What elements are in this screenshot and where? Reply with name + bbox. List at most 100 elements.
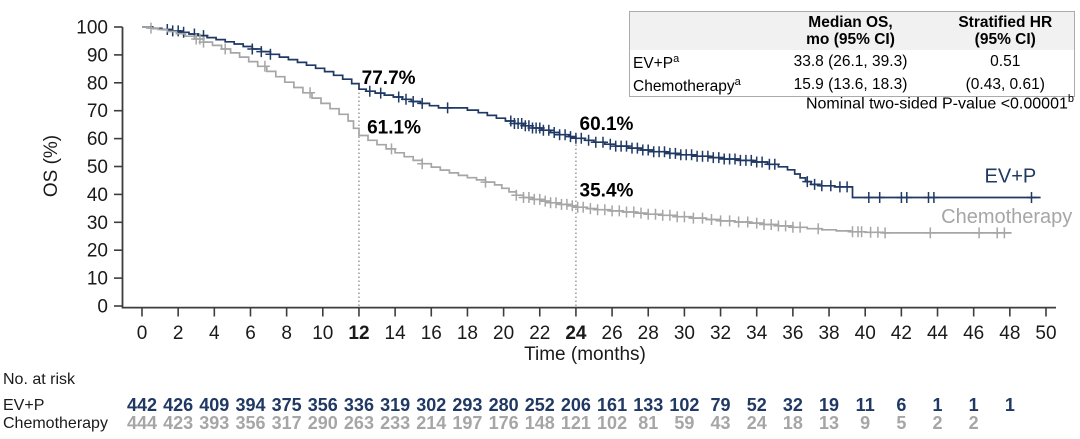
risk-value: 43 — [710, 413, 731, 433]
risk-value: 121 — [560, 413, 591, 433]
median-os-evp: 33.8 (26.1, 39.3) — [793, 52, 908, 70]
stats-row-label-chemotherapy: Chemotherapya — [633, 76, 741, 96]
risk-value: 375 — [271, 395, 302, 415]
risk-value: 1 — [968, 395, 979, 415]
risk-value: 2 — [932, 413, 943, 433]
x-tick-label: 6 — [245, 323, 256, 344]
x-tick-label: 32 — [710, 323, 731, 344]
risk-value: 393 — [199, 413, 230, 433]
risk-value: 2 — [968, 413, 979, 433]
stats-header-empty — [629, 11, 765, 50]
annotations: 77.7% 61.1% 60.1% 35.4% — [362, 68, 634, 201]
risk-value: 52 — [746, 395, 767, 415]
risk-value: 394 — [235, 395, 266, 415]
footnote-b-marker: b — [1067, 93, 1074, 105]
axis-spines — [121, 27, 1056, 309]
annotation-35.4: 35.4% — [580, 180, 634, 201]
risk-value: 233 — [380, 413, 411, 433]
x-tick-label: 20 — [493, 323, 514, 344]
risk-value: 356 — [307, 395, 338, 415]
footnote-a-marker: a — [673, 53, 680, 65]
risk-value: 444 — [126, 413, 158, 433]
risk-value: 79 — [710, 395, 731, 415]
risk-value: 161 — [597, 395, 628, 415]
risk-row-label-evp: EV+P — [3, 397, 45, 414]
risk-value: 9 — [860, 413, 871, 433]
risk-value: 102 — [597, 413, 628, 433]
annotation-61.1: 61.1% — [367, 118, 421, 139]
x-tick-label: 16 — [421, 323, 442, 344]
risk-value: 280 — [488, 395, 519, 415]
stats-header-row: Median OS, mo (95% CI) Stratified HR (95% … — [629, 11, 1075, 50]
x-axis-title: Time (months) — [524, 344, 646, 365]
footnote-a-marker: a — [734, 76, 741, 89]
stats-header-hr: Stratified HR (95% CI) — [936, 11, 1075, 50]
risk-value: 5 — [896, 413, 907, 433]
x-tick-label: 8 — [281, 323, 292, 344]
no-at-risk-title: No. at risk — [3, 371, 76, 388]
series-label-evp: EV+P — [985, 165, 1037, 187]
x-tick-label: 36 — [782, 323, 803, 344]
risk-value: 133 — [633, 395, 664, 415]
x-tick-label: 44 — [927, 323, 949, 344]
risk-value: 290 — [307, 413, 338, 433]
axes: 0 2 4 6 8 10 12 14 16 18 20 22 24 26 28 30 32 34 36 38 40 42 4… — [76, 18, 1056, 345]
x-tick-label: 0 — [137, 323, 148, 344]
x-tick-label: 30 — [674, 323, 695, 344]
risk-value: 206 — [560, 395, 591, 415]
risk-value: 302 — [416, 395, 447, 415]
risk-value: 11 — [855, 395, 875, 415]
km-curve-chemotherapy — [142, 26, 1012, 234]
risk-value: 81 — [638, 413, 659, 433]
y-tick-label: 0 — [97, 297, 108, 318]
x-tick-label: 48 — [999, 323, 1020, 344]
y-tick-label: 60 — [87, 129, 108, 150]
risk-value: 293 — [452, 395, 483, 415]
risk-value: 59 — [674, 413, 695, 433]
x-tick-label: 24 — [565, 323, 587, 344]
reference-lines — [358, 89, 577, 306]
risk-value: 1 — [932, 395, 943, 415]
x-tick-label: 42 — [891, 323, 912, 344]
hr-value: 0.51 — [990, 52, 1021, 70]
risk-value: 426 — [163, 395, 194, 415]
risk-value: 19 — [819, 395, 840, 415]
risk-value: 263 — [343, 413, 374, 433]
risk-value: 32 — [782, 395, 803, 415]
risk-value: 6 — [896, 395, 907, 415]
censor-marks-chemotherapy — [146, 22, 1010, 239]
risk-value: 423 — [163, 413, 194, 433]
risk-value: 214 — [416, 413, 447, 433]
risk-value: 442 — [126, 395, 158, 415]
risk-row-chemotherapy: Chemotherapy 444 423 393 356 317 290 263 233 214… — [0, 414, 1080, 432]
x-tick-label: 4 — [209, 323, 220, 344]
risk-value: 409 — [199, 395, 230, 415]
annotation-77.7: 77.7% — [362, 68, 416, 89]
y-tick-label: 100 — [76, 18, 108, 39]
x-tick-label: 22 — [529, 323, 550, 344]
risk-value: 319 — [380, 395, 411, 415]
x-tick-label: 34 — [746, 323, 768, 344]
stats-row-label-evp: EV+Pa — [633, 53, 680, 73]
x-tick-label: 46 — [963, 323, 984, 344]
x-tick-label: 18 — [457, 323, 478, 344]
y-tick-label: 80 — [87, 73, 108, 94]
y-tick-label: 10 — [87, 269, 108, 290]
x-tick-label: 38 — [818, 323, 839, 344]
risk-value: 102 — [669, 395, 700, 415]
x-tick-label: 10 — [312, 323, 333, 344]
x-tick-label: 40 — [855, 323, 876, 344]
survival-curves: EV+P Chemotherapy — [142, 22, 1072, 239]
y-tick-label: 50 — [87, 157, 108, 178]
risk-row-evp: EV+P 442 426 409 394 375 356 336 319 302 293 280 25… — [0, 396, 1080, 414]
risk-value: 176 — [488, 413, 519, 433]
y-tick-label: 90 — [87, 45, 108, 66]
y-tick-label: 30 — [87, 213, 108, 234]
x-tick-label: 12 — [348, 323, 369, 344]
y-tick-label: 20 — [87, 241, 108, 262]
risk-value: 252 — [524, 395, 555, 415]
risk-row-label-chemotherapy: Chemotherapy — [3, 415, 108, 432]
x-tick-label: 28 — [638, 323, 659, 344]
